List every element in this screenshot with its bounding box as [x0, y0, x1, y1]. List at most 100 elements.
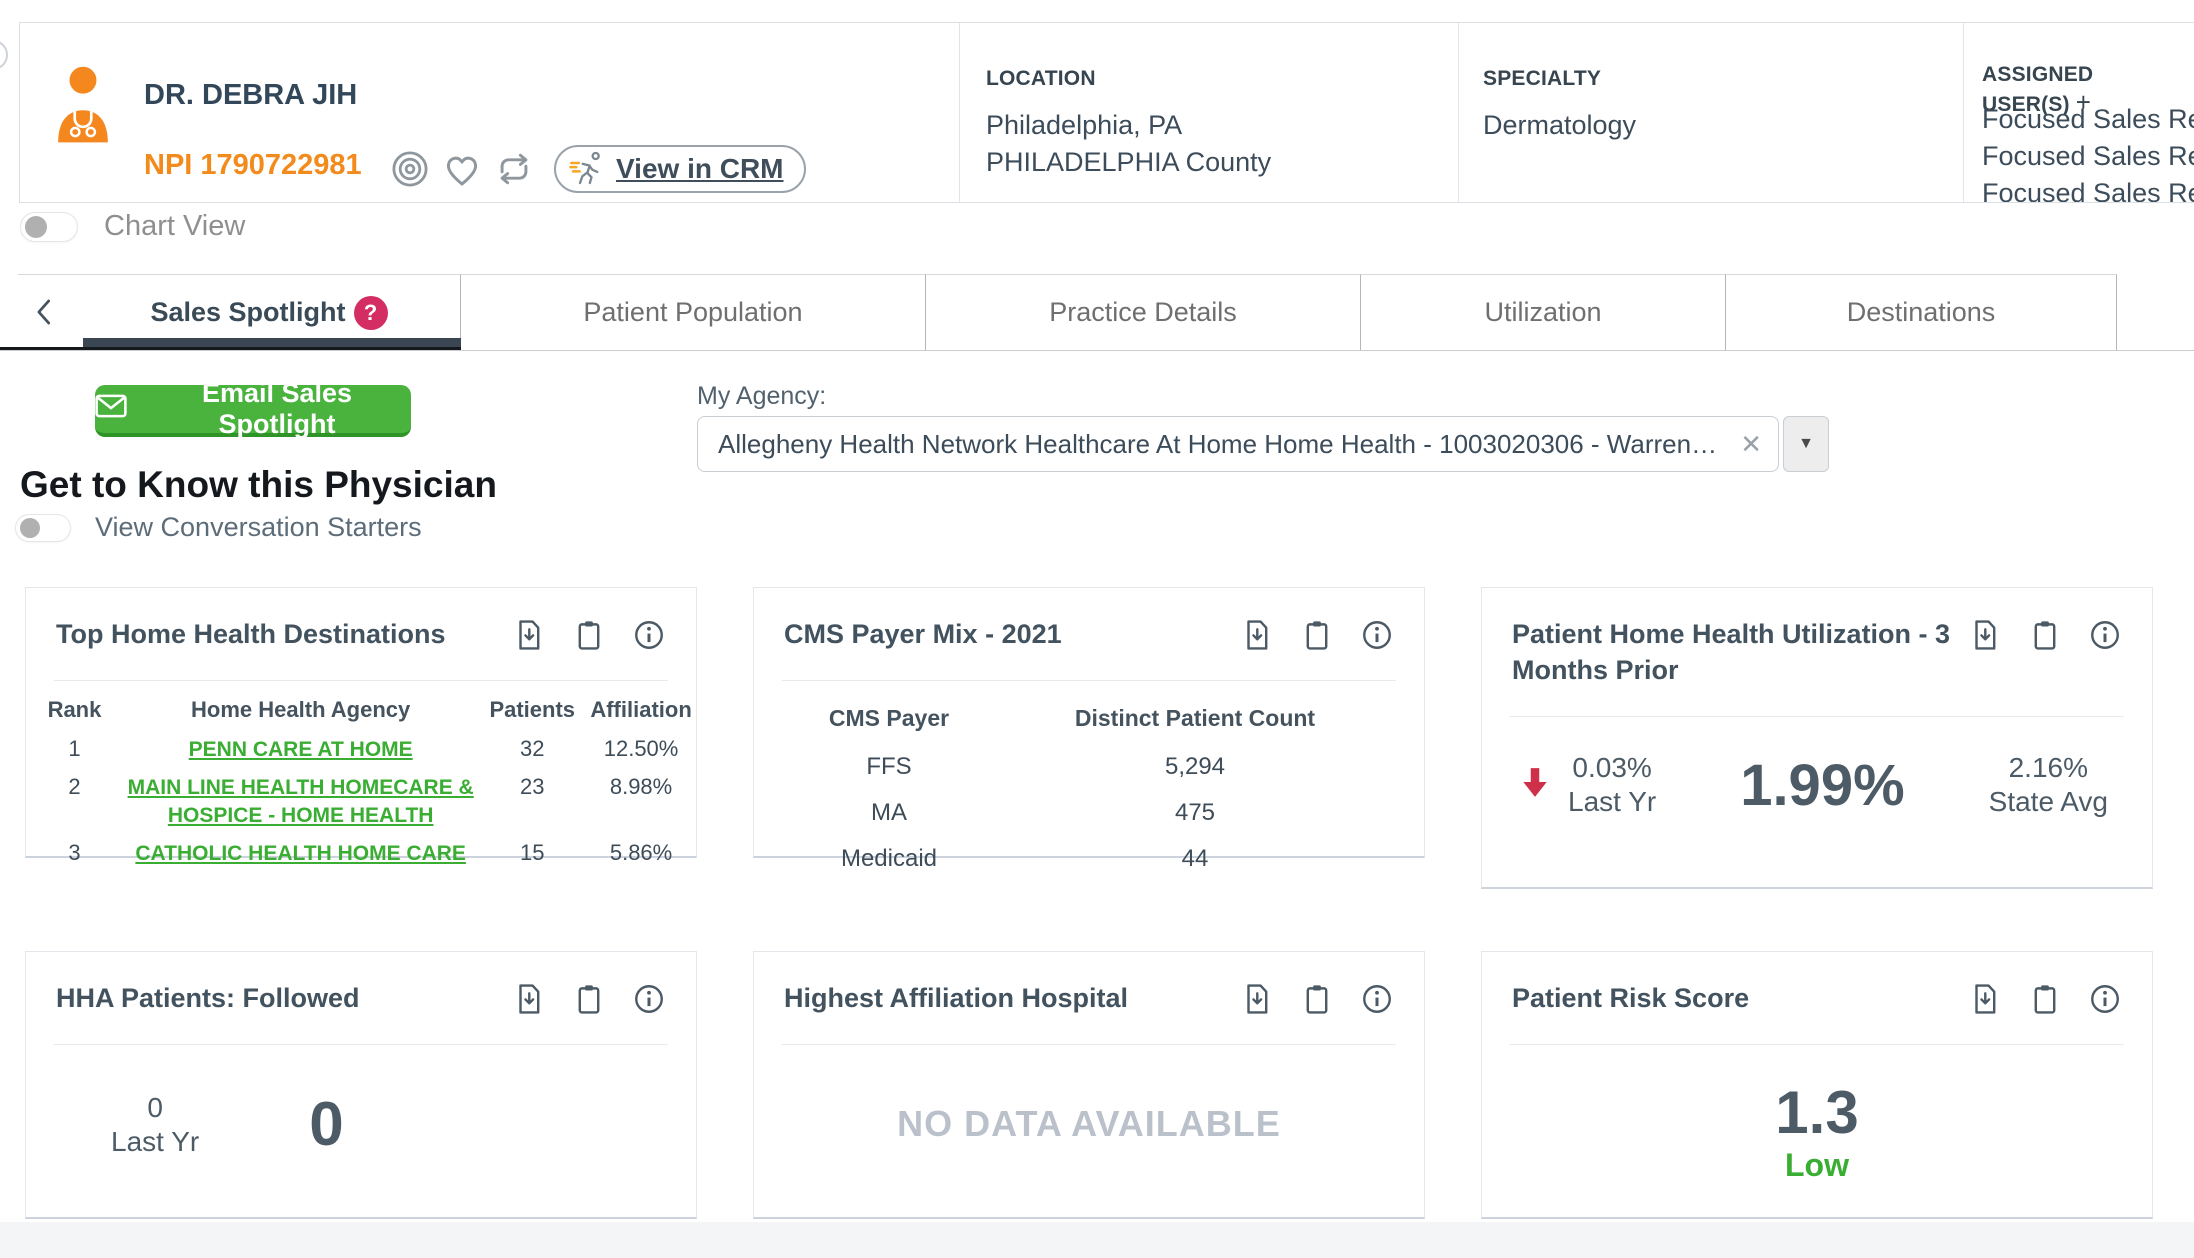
- agency-link[interactable]: PENN CARE AT HOME: [188, 738, 413, 761]
- col-count: Distinct Patient Count: [1074, 705, 1316, 731]
- info-icon[interactable]: [632, 982, 666, 1016]
- clipboard-icon[interactable]: [1300, 618, 1334, 652]
- card-title: Patient Risk Score: [1512, 983, 1750, 1013]
- footer-strip: [0, 1222, 2194, 1258]
- rank-cell: 1: [68, 736, 81, 761]
- tab-practice-details[interactable]: Practice Details: [926, 274, 1361, 350]
- view-in-crm-button[interactable]: View in CRM: [554, 145, 806, 193]
- location-label: LOCATION: [986, 67, 1096, 90]
- card-patient-risk-score: Patient Risk Score 1.3 Low: [1481, 951, 2153, 1219]
- physician-header-card: DR. DEBRA JIH NPI 1790722981: [19, 22, 2194, 203]
- risk-score-value: 1.3: [1775, 1079, 1859, 1146]
- table-header-row: Rank Home Health Agency Patients Affilia…: [26, 691, 696, 731]
- payer-cell: MA: [871, 799, 907, 826]
- download-icon[interactable]: [512, 618, 546, 652]
- conversation-starters-toggle[interactable]: [15, 513, 71, 542]
- card-title: CMS Payer Mix - 2021: [784, 619, 1062, 649]
- clipboard-icon[interactable]: [572, 618, 606, 652]
- physician-avatar-icon: [54, 63, 112, 148]
- tabs-scroll-left-icon[interactable]: [30, 296, 60, 333]
- specialty-value: Dermatology: [1483, 110, 1637, 140]
- collapsed-panel-handle[interactable]: [0, 40, 8, 70]
- assigned-users-list: Focused Sales Rep C Focused Sales Rep C …: [1982, 101, 2194, 202]
- card-cms-payer-mix: CMS Payer Mix - 2021 CMS Payer Distinct …: [753, 587, 1425, 872]
- payer-mix-table: CMS Payer Distinct Patient Count FFS 5,2…: [784, 699, 1396, 882]
- col-rank: Rank: [47, 697, 102, 722]
- count-cell: 475: [1174, 799, 1216, 826]
- clear-selection-icon[interactable]: ✕: [1740, 428, 1762, 459]
- tab-destinations[interactable]: Destinations: [1726, 274, 2117, 350]
- trend-down-arrow-icon: [1520, 766, 1550, 805]
- agency-link[interactable]: CATHOLIC HEALTH HOME CARE: [135, 842, 466, 865]
- section-title: Get to Know this Physician: [20, 464, 497, 505]
- clipboard-icon[interactable]: [572, 982, 606, 1016]
- card-title: Highest Affiliation Hospital: [784, 983, 1128, 1013]
- target-icon[interactable]: [388, 147, 432, 191]
- last-year-label: Last Yr: [111, 1125, 200, 1157]
- affiliation-cell: 8.98%: [609, 774, 673, 799]
- download-icon[interactable]: [1240, 982, 1274, 1016]
- view-in-crm-label: View in CRM: [616, 153, 784, 184]
- chevron-down-icon: ▼: [1798, 435, 1814, 452]
- chart-view-toggle[interactable]: [20, 211, 78, 242]
- info-icon[interactable]: [1360, 982, 1394, 1016]
- last-year-value: 0.03%: [1572, 752, 1652, 783]
- my-agency-label: My Agency:: [697, 382, 827, 410]
- tab-utilization[interactable]: Utilization: [1361, 274, 1726, 350]
- favorite-heart-icon[interactable]: [440, 147, 484, 191]
- table-row: 1 PENN CARE AT HOME 32 12.50%: [26, 731, 696, 769]
- tab-sales-spotlight[interactable]: Sales Spotlight ?: [18, 274, 461, 350]
- refresh-swap-icon[interactable]: [492, 147, 536, 191]
- table-row: FFS 5,294: [784, 744, 1396, 790]
- info-icon[interactable]: [2088, 618, 2122, 652]
- assigned-users-label: ASSIGNED USER(S) +: [1982, 63, 2194, 118]
- table-row: 2 MAIN LINE HEALTH HOMECARE & HOSPICE - …: [26, 769, 696, 835]
- tab-patient-population[interactable]: Patient Population: [461, 274, 926, 350]
- specialty-label: SPECIALTY: [1483, 67, 1602, 90]
- active-tab-indicator: [83, 338, 461, 347]
- tab-label: Utilization: [1484, 297, 1602, 327]
- add-assigned-user-icon[interactable]: +: [2075, 87, 2092, 117]
- info-icon[interactable]: [632, 618, 666, 652]
- email-sales-spotlight-button[interactable]: Email Sales Spotlight: [95, 378, 411, 439]
- help-badge[interactable]: ?: [353, 295, 388, 330]
- utilization-main-value: 1.99%: [1740, 752, 1905, 818]
- download-icon[interactable]: [1968, 618, 2002, 652]
- my-agency-dropdown-button[interactable]: ▼: [1783, 416, 1829, 472]
- my-agency-select[interactable]: Allegheny Health Network Healthcare At H…: [697, 416, 1779, 472]
- destinations-table: Rank Home Health Agency Patients Affilia…: [26, 691, 696, 873]
- count-cell: 5,294: [1164, 753, 1226, 780]
- col-patients: Patients: [489, 697, 576, 722]
- active-tab-indicator-line: [0, 347, 461, 350]
- affiliation-cell: 5.86%: [609, 840, 673, 865]
- agency-link[interactable]: MAIN LINE HEALTH HOMECARE & HOSPICE - HO…: [127, 776, 474, 827]
- my-agency-value: Allegheny Health Network Healthcare At H…: [718, 428, 1726, 459]
- clipboard-icon[interactable]: [2028, 982, 2062, 1016]
- download-icon[interactable]: [512, 982, 546, 1016]
- download-icon[interactable]: [1968, 982, 2002, 1016]
- info-icon[interactable]: [2088, 982, 2122, 1016]
- assigned-user: Focused Sales Rep C: [1982, 141, 2194, 171]
- assigned-users-label-text: ASSIGNED USER(S): [1982, 63, 2094, 116]
- card-top-home-health-destinations: Top Home Health Destinations Rank Home H…: [25, 587, 697, 865]
- col-agency: Home Health Agency: [191, 697, 411, 722]
- email-button-label: Email Sales Spotlight: [201, 378, 353, 439]
- profile-tabbar: Sales Spotlight ? Patient Population Pra…: [0, 274, 2194, 351]
- header-divider: [1458, 23, 1459, 202]
- rank-cell: 3: [68, 840, 81, 865]
- state-avg-value: 2.16%: [2008, 752, 2089, 783]
- card-divider: [54, 1044, 668, 1045]
- payer-cell: Medicaid: [840, 845, 938, 872]
- info-icon[interactable]: [1360, 618, 1394, 652]
- table-row: Medicaid 44: [784, 836, 1396, 882]
- card-highest-affiliation-hospital: Highest Affiliation Hospital NO DATA AVA…: [753, 951, 1425, 1219]
- clipboard-icon[interactable]: [1300, 982, 1334, 1016]
- download-icon[interactable]: [1240, 618, 1274, 652]
- state-avg-stat: 2.16% State Avg: [1989, 751, 2108, 819]
- followed-main-value: 0: [309, 1090, 344, 1159]
- location-value: Philadelphia, PA PHILADELPHIA County: [986, 107, 1271, 181]
- last-year-label: Last Yr: [1568, 786, 1657, 817]
- clipboard-icon[interactable]: [2028, 618, 2062, 652]
- header-divider: [1963, 23, 1964, 202]
- table-row: 3 CATHOLIC HEALTH HOME CARE 15 5.86%: [26, 835, 696, 873]
